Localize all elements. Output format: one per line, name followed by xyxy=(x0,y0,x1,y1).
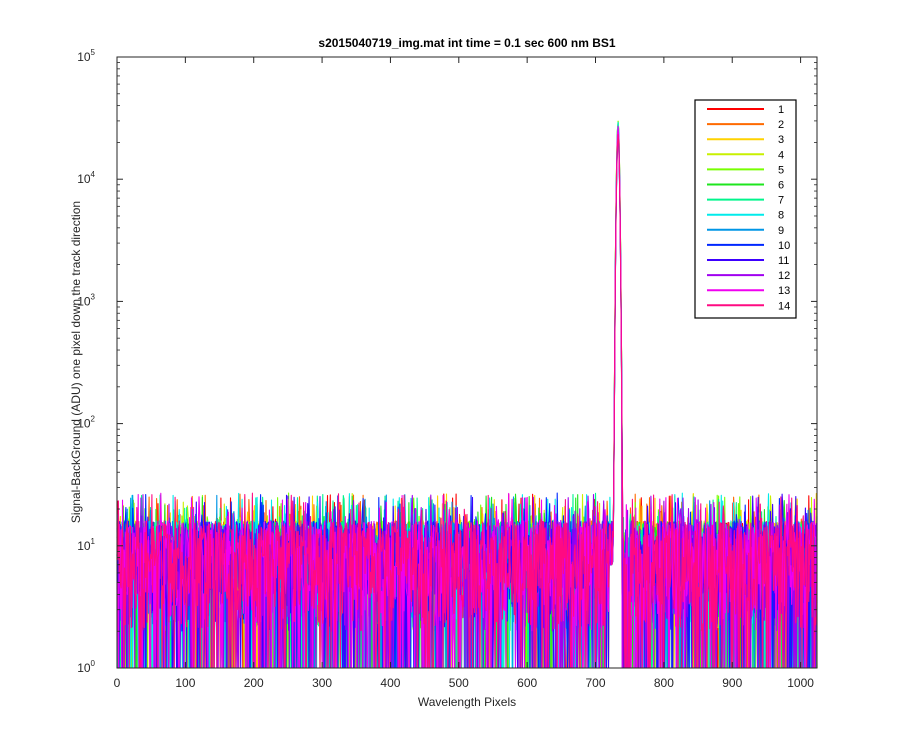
legend-label-11: 11 xyxy=(778,255,789,267)
y-tick-label: 105 xyxy=(77,48,95,64)
y-axis-label: Signal-BackGround (ADU) one pixel down t… xyxy=(69,201,83,523)
legend-label-4: 4 xyxy=(778,149,784,161)
x-tick-label: 400 xyxy=(380,676,400,690)
legend-label-9: 9 xyxy=(778,225,784,237)
chart-title: s2015040719_img.mat int time = 0.1 sec 6… xyxy=(318,36,616,50)
x-tick-label: 200 xyxy=(244,676,264,690)
legend-label-8: 8 xyxy=(778,210,784,222)
y-tick-label: 104 xyxy=(77,170,95,186)
x-axis-label: Wavelength Pixels xyxy=(418,695,516,709)
x-tick-label: 0 xyxy=(114,676,121,690)
x-tick-label: 300 xyxy=(312,676,332,690)
legend-label-7: 7 xyxy=(778,195,784,207)
x-axis-ticks: 0 100 200 300 400 500 600 700 800 900 1000 xyxy=(114,57,814,690)
x-tick-label: 600 xyxy=(517,676,537,690)
y-tick-label: 102 xyxy=(77,415,95,431)
x-tick-label: 500 xyxy=(449,676,469,690)
legend-label-2: 2 xyxy=(778,119,784,131)
x-tick-label: 1000 xyxy=(787,676,814,690)
y-tick-label: 101 xyxy=(77,537,95,553)
legend-label-12: 12 xyxy=(778,270,790,282)
y-tick-label: 100 xyxy=(77,659,95,675)
legend-label-14: 14 xyxy=(778,300,790,312)
x-tick-label: 800 xyxy=(654,676,674,690)
x-tick-label: 100 xyxy=(175,676,195,690)
legend-label-1: 1 xyxy=(778,104,784,116)
legend-label-13: 13 xyxy=(778,285,790,297)
legend-label-10: 10 xyxy=(778,240,790,252)
x-tick-label: 900 xyxy=(722,676,742,690)
legend-label-6: 6 xyxy=(778,180,784,192)
legend-label-3: 3 xyxy=(778,134,784,146)
legend-label-5: 5 xyxy=(778,164,784,176)
axes-box xyxy=(116,56,818,669)
legend-box xyxy=(694,99,797,319)
y-tick-label: 103 xyxy=(77,292,95,308)
x-tick-label: 700 xyxy=(586,676,606,690)
